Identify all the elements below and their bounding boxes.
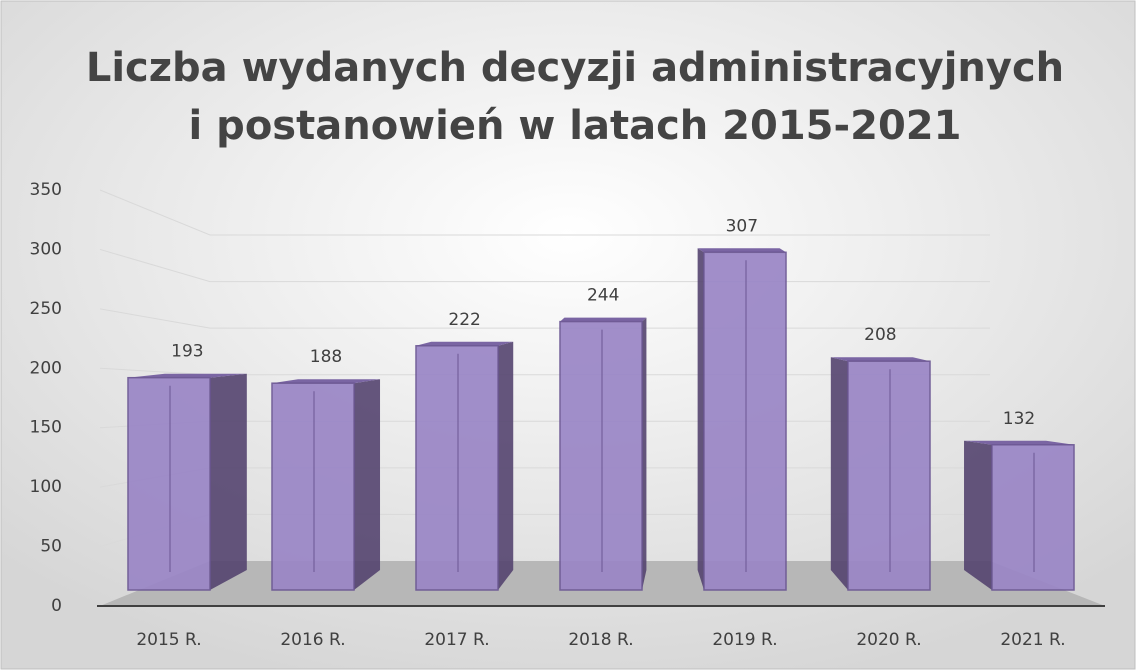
x-tick-label: 2016 R. <box>280 630 345 650</box>
bar-front <box>703 251 787 591</box>
y-tick-label: 50 <box>40 537 62 557</box>
bar-side <box>964 440 992 590</box>
y-tick-label: 250 <box>30 299 62 319</box>
y-tick-label: 300 <box>30 239 62 259</box>
y-tick-label: 350 <box>30 180 62 200</box>
y-tick-label: 0 <box>51 596 62 616</box>
bar-side <box>354 379 381 590</box>
bar-front <box>127 376 211 591</box>
bar-front <box>271 382 355 591</box>
data-label: 307 <box>726 216 758 236</box>
data-label: 193 <box>171 342 203 362</box>
bar-side <box>498 341 514 590</box>
y-tick-label: 100 <box>30 477 62 497</box>
bar-side <box>830 357 848 590</box>
bar-front <box>415 345 499 591</box>
x-tick-label: 2015 R. <box>136 630 201 650</box>
x-tick-label: 2020 R. <box>856 630 921 650</box>
bar-side <box>642 317 647 590</box>
bar <box>697 248 787 591</box>
y-tick-label: 150 <box>30 418 62 438</box>
bar-top <box>830 357 930 362</box>
grid-line <box>99 189 990 236</box>
bar-top <box>560 317 647 322</box>
bar <box>830 357 931 591</box>
x-tick-label: 2018 R. <box>568 630 633 650</box>
data-label: 208 <box>864 325 896 345</box>
chart-title: Liczba wydanych decyzji administracyjnyc… <box>86 45 1064 91</box>
data-label: 132 <box>1003 409 1035 429</box>
x-tick-label: 2021 R. <box>1000 630 1065 650</box>
x-tick-label: 2019 R. <box>712 630 777 650</box>
bar-front <box>847 360 931 591</box>
bar <box>415 341 514 591</box>
data-label: 188 <box>310 347 342 367</box>
bar-top <box>416 341 514 346</box>
bar <box>271 379 381 591</box>
bar <box>964 440 1075 591</box>
bar-front <box>559 320 643 591</box>
bar-side <box>210 373 247 590</box>
bar-front <box>991 444 1075 591</box>
bar-top <box>964 440 1074 445</box>
bar-side <box>697 248 704 591</box>
x-tick-label: 2017 R. <box>424 630 489 650</box>
data-label: 244 <box>587 286 619 306</box>
bar-top <box>272 379 381 384</box>
y-tick-label: 200 <box>30 358 62 378</box>
bar-top <box>128 373 247 378</box>
chart-title: i postanowień w latach 2015-2021 <box>189 103 962 149</box>
bar <box>559 317 647 591</box>
data-label: 222 <box>448 310 480 330</box>
bar-top <box>697 248 786 253</box>
bar <box>127 373 247 591</box>
